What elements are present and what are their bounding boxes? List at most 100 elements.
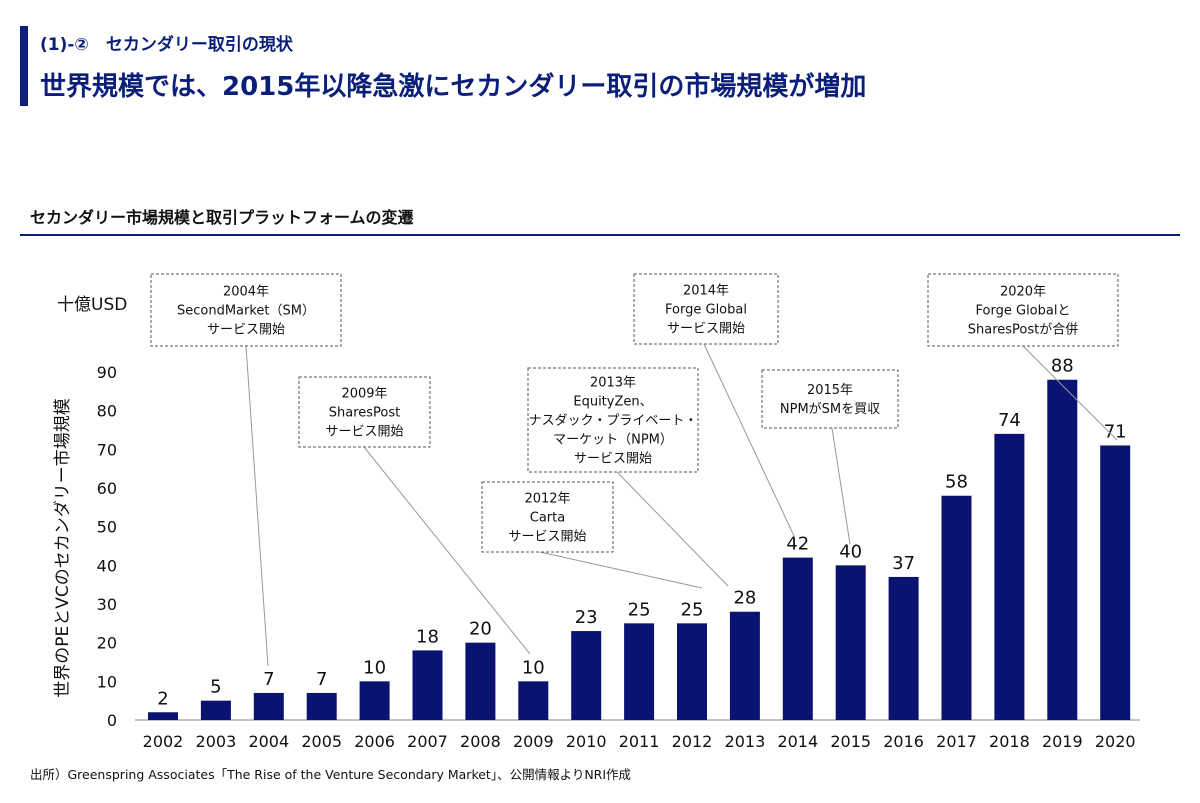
x-tick-label: 2014 [777,732,818,751]
y-tick-label: 20 [97,634,117,653]
x-tick-label: 2018 [989,732,1030,751]
bar [465,642,496,720]
annotation-text: サービス開始 [508,530,586,545]
x-tick-label: 2011 [619,732,660,751]
bar-value-label: 7 [316,669,327,690]
y-tick-label: 80 [97,402,117,421]
bar-value-label: 88 [1051,356,1074,377]
bar [200,700,231,720]
bar [782,557,813,720]
y-tick-label: 10 [97,672,117,691]
x-tick-label: 2012 [672,732,713,751]
annotation-leader-line [1022,345,1118,441]
annotation-box [927,273,1119,347]
bar [359,681,390,720]
x-tick-label: 2005 [301,732,342,751]
annotation-text: 2013年 [590,376,636,391]
annotation-text: ナスダック・プライベート・ [529,414,698,429]
x-tick-label: 2010 [566,732,607,751]
y-unit-label: 十億USD [57,295,127,315]
bar-value-label: 37 [892,553,915,574]
bar [306,692,337,720]
annotation-text: サービス開始 [574,452,652,467]
bar [941,495,972,720]
y-tick-label: 40 [97,556,117,575]
annotation-leader-line [539,551,703,589]
x-tick-label: 2016 [883,732,924,751]
annotation-text: サービス開始 [207,323,285,338]
annotation-text: 2020年 [1000,285,1046,300]
bar-value-label: 40 [839,541,862,562]
bar-value-label: 18 [416,626,439,647]
x-tick-label: 2020 [1095,732,1136,751]
bar-value-label: 71 [1104,421,1127,442]
x-tick-label: 2019 [1042,732,1083,751]
section-divider [20,234,1180,236]
y-tick-label: 60 [97,479,117,498]
annotation-box [298,376,431,448]
bar-value-label: 23 [575,607,598,628]
bar [412,650,443,720]
bar-value-label: 5 [210,677,221,698]
bar-value-label: 7 [263,669,274,690]
bar-value-label: 25 [681,599,704,620]
bar-value-label: 28 [733,588,756,609]
x-tick-label: 2015 [830,732,871,751]
annotation-text: Carta [530,511,565,526]
bar-value-label: 58 [945,472,968,493]
bar [1100,445,1131,720]
annotation-text: 2015年 [807,383,853,398]
bar [624,623,655,720]
section-subheading: (1)-② セカンダリー取引の現状 [40,35,293,55]
annotation-text: SecondMarket（SM） [177,304,315,319]
annotation-box [527,367,699,473]
bar-value-label: 10 [363,657,386,678]
x-tick-label: 2013 [725,732,766,751]
bar [729,611,760,720]
x-tick-label: 2003 [196,732,237,751]
annotation-text: SharesPost [329,406,401,421]
annotation-text: SharesPostが合併 [968,323,1079,338]
y-tick-label: 70 [97,440,117,459]
annotation-box [633,273,779,345]
annotation-box [761,369,899,429]
bar [1047,379,1078,720]
annotation-box [150,273,342,347]
bar-value-label: 2 [157,688,168,709]
annotation-leader-line [245,345,269,667]
bar [571,631,602,720]
x-tick-label: 2017 [936,732,977,751]
bar-value-label: 10 [522,657,545,678]
source-note: 出所）Greenspring Associates「The Rise of th… [30,767,632,782]
annotation-text: 2012年 [524,492,570,507]
annotation-text: マーケット（NPM） [553,433,673,448]
bar [888,576,919,720]
y-axis-title: 世界のPEとVCのセカンダリー市場規模 [53,398,73,698]
bar [518,681,549,720]
annotation-text: サービス開始 [325,425,403,440]
annotation-text: サービス開始 [667,322,745,337]
bar-value-label: 20 [469,619,492,640]
bar-value-label: 74 [998,410,1021,431]
bar [835,565,866,720]
annotation-text: Forge Global [665,303,747,318]
annotation-leader-line [831,427,851,545]
annotation-leader-line [616,471,729,587]
x-tick-label: 2008 [460,732,501,751]
y-tick-label: 0 [107,711,117,730]
x-tick-label: 2002 [143,732,184,751]
y-tick-label: 50 [97,518,117,537]
annotation-text: 2004年 [223,285,269,300]
annotation-text: Forge Globalと [976,304,1071,319]
bar-value-label: 25 [628,599,651,620]
x-tick-label: 2004 [248,732,289,751]
bar [148,712,178,720]
title-accent-bar [20,26,28,106]
annotation-text: EquityZen、 [573,395,652,410]
bar [677,623,707,720]
y-tick-label: 30 [97,595,117,614]
annotation-leader-line [703,343,796,539]
bar-value-label: 42 [786,534,809,555]
annotation-leader-line [363,446,531,655]
